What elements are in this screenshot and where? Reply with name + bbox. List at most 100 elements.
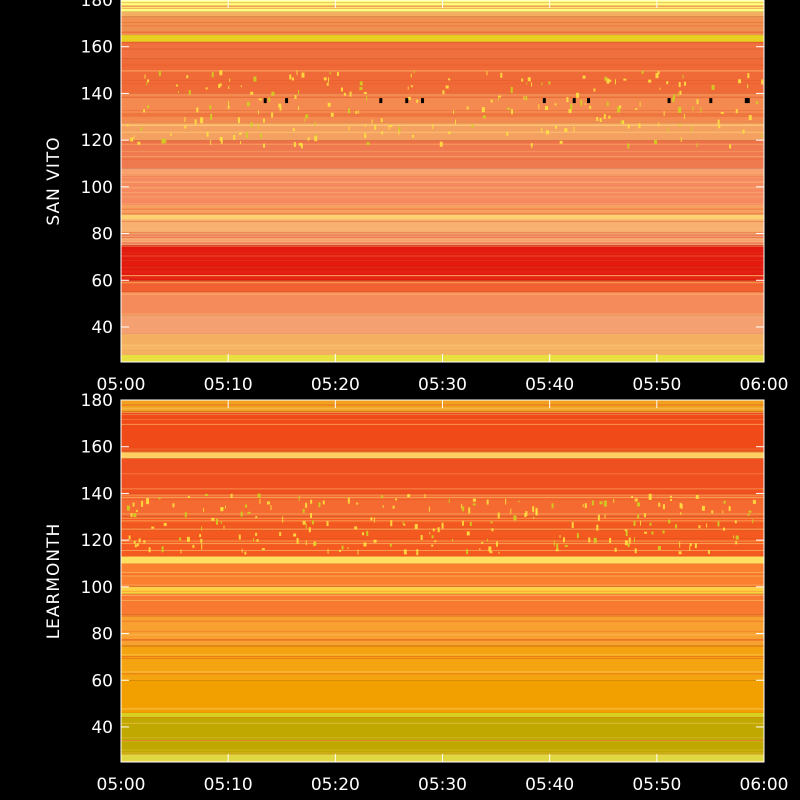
burst-speckle [469,521,472,526]
burst-speckle [137,141,141,145]
burst-speckle [689,543,692,547]
burst-speckle [218,84,221,89]
spectrum-streak [121,494,764,496]
burst-speckle [541,127,543,133]
burst-speckle [238,132,242,135]
burst-speckle [735,109,738,114]
spectrum-band [121,35,764,43]
burst-speckle [371,119,373,124]
spectrum-streak [121,252,764,254]
spectrum-streak [121,187,764,189]
spectrum-streak [121,528,764,530]
spectrum-streak [121,444,764,446]
burst-speckle [326,521,329,527]
burst-speckle [624,540,628,546]
burst-speckle [490,99,493,103]
burst-speckle [343,92,346,96]
y-tick-label: 80 [91,225,113,245]
burst-speckle [240,511,243,517]
burst-speckle [666,81,669,85]
burst-speckle [245,131,248,138]
burst-speckle [175,84,178,87]
burst-speckle [250,91,254,95]
burst-speckle [582,504,584,508]
burst-speckle [505,498,507,505]
burst-speckle [617,106,621,113]
burst-speckle [184,512,187,518]
burst-speckle [354,526,358,530]
burst-speckle [472,503,476,506]
spectrum-streak [121,638,764,640]
burst-speckle [240,85,242,88]
burst-speckle [667,127,669,133]
burst-dark-spot [709,98,713,104]
burst-speckle [416,99,419,103]
burst-speckle [734,520,737,524]
burst-speckle [684,81,687,86]
burst-speckle [314,542,317,546]
burst-speckle [614,79,616,85]
burst-speckle [748,115,752,121]
burst-dark-spot [421,98,425,104]
burst-speckle [678,82,681,88]
spectrum-band [121,645,764,681]
spectrum-streak [121,752,764,754]
spectrum-texture [121,2,764,349]
burst-speckle [327,102,331,107]
burst-speckle [633,520,636,526]
x-tick-label: 05:20 [311,775,360,795]
burst-speckle [247,511,251,514]
burst-speckle [216,518,219,525]
burst-speckle [637,514,640,519]
y-axis-title: LEARMONTH [44,523,64,640]
burst-speckle [336,71,339,76]
burst-speckle [554,103,557,106]
spectrum-streak [121,150,764,152]
burst-speckle [723,527,726,531]
burst-speckle [673,94,676,99]
burst-speckle [597,514,600,521]
burst-speckle [523,95,525,100]
burst-speckle [735,541,738,545]
burst-speckle [130,512,133,517]
burst-speckle [571,522,574,529]
burst-speckle [747,73,750,79]
burst-speckle [143,109,146,113]
burst-speckle [518,500,520,503]
burst-speckle [128,535,131,540]
burst-speckle [209,105,212,110]
burst-speckle [294,95,297,100]
burst-speckle [761,79,764,85]
burst-dark-spot [746,98,750,104]
burst-speckle [126,124,129,127]
burst-speckle [455,119,457,125]
spectrum-band [121,280,764,292]
burst-speckle [271,112,274,118]
burst-speckle [658,122,660,127]
burst-speckle [677,92,679,97]
spectrum-streak [121,192,764,194]
spectrum-streak [121,414,764,416]
spectrum-streak [121,411,764,413]
x-tick-label: 05:20 [311,375,360,395]
burst-speckle [634,498,638,502]
burst-speckle [711,84,715,90]
burst-speckle [219,83,222,87]
burst-speckle [296,537,299,544]
burst-speckle [748,510,752,513]
burst-speckle [701,505,705,511]
burst-speckle [261,548,265,551]
spectrum-band [121,556,764,564]
burst-speckle [292,128,295,132]
burst-speckle [562,537,565,543]
burst-speckle [233,134,236,140]
burst-speckle [237,117,240,124]
burst-speckle [588,537,591,543]
burst-speckle [752,519,754,524]
burst-speckle [359,81,363,86]
burst-speckle [362,532,365,536]
burst-speckle [548,81,551,85]
burst-speckle [678,124,681,127]
x-tick-label: 05:30 [418,775,467,795]
spectrum-streak [121,293,764,295]
